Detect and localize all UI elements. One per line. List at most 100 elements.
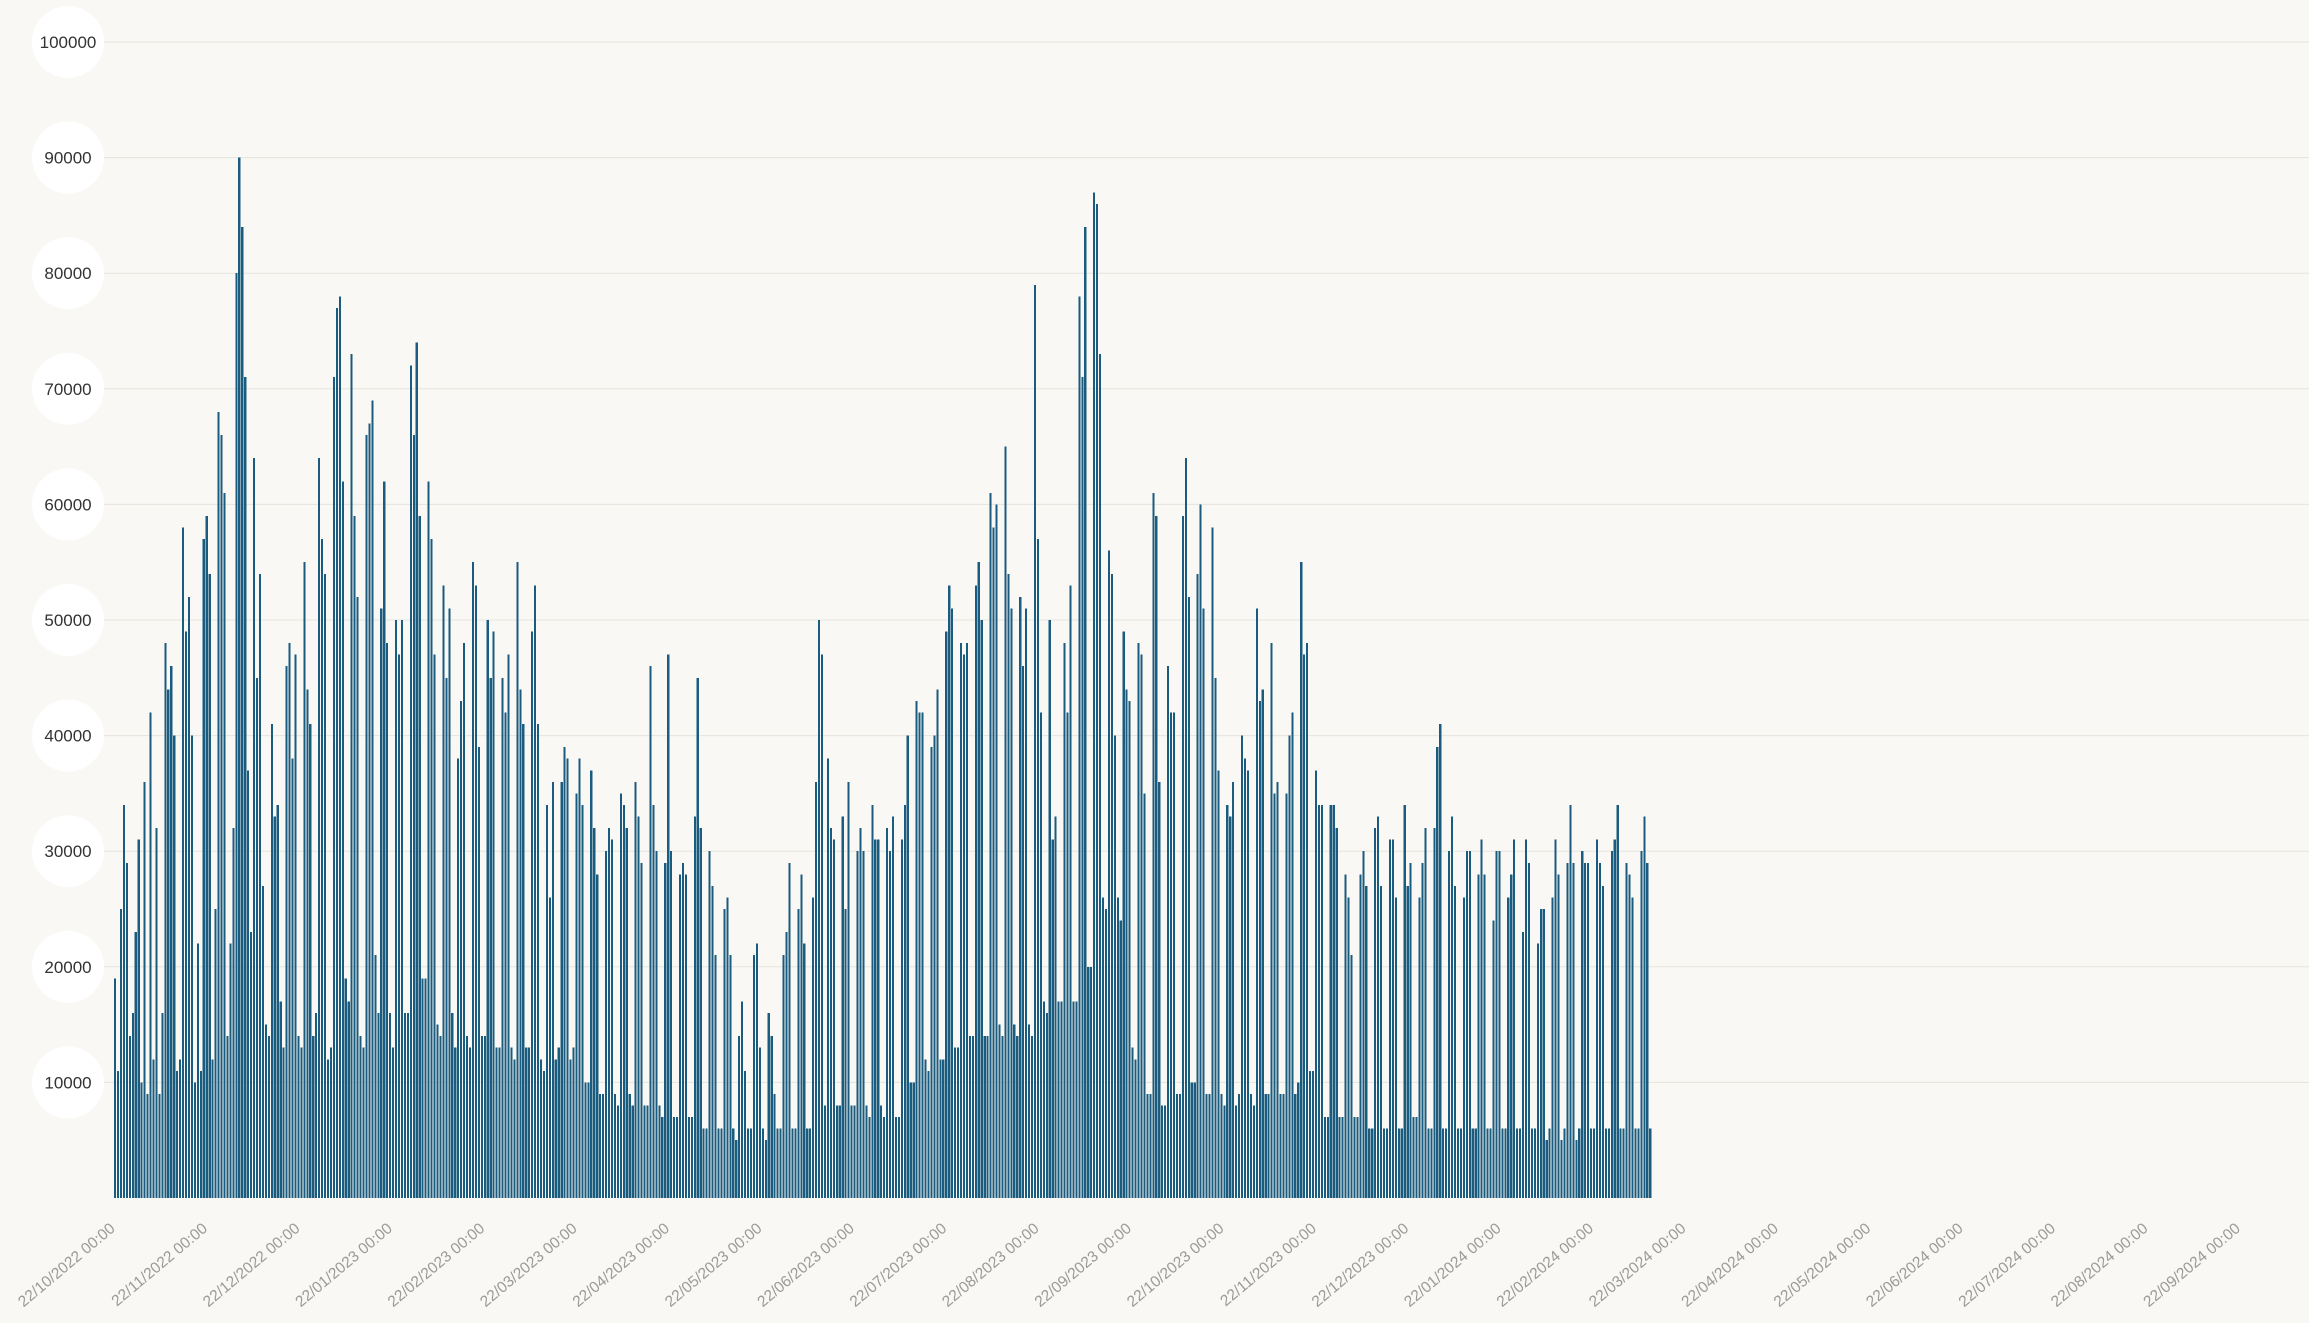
bar	[655, 851, 658, 1198]
bar	[794, 1128, 797, 1198]
bar	[158, 1093, 161, 1198]
bar	[208, 573, 211, 1198]
x-tick-label: 22/07/2024 00:00	[1956, 1220, 2060, 1311]
bar	[1545, 1140, 1548, 1198]
bar	[1347, 897, 1350, 1198]
bar	[341, 481, 344, 1198]
bar	[889, 851, 892, 1198]
bar	[1522, 932, 1525, 1198]
bar	[1099, 354, 1102, 1198]
bar	[1048, 620, 1051, 1198]
bar	[1276, 781, 1279, 1198]
y-tick-bubble	[32, 121, 104, 194]
bar	[557, 1047, 560, 1198]
bar	[1513, 839, 1516, 1198]
bar	[380, 608, 383, 1198]
bar	[383, 481, 386, 1198]
bar	[968, 1036, 971, 1198]
bar	[1601, 885, 1604, 1198]
bar	[1619, 1128, 1622, 1198]
bar	[948, 585, 951, 1198]
bar	[344, 978, 347, 1198]
bar	[1566, 862, 1569, 1198]
bar	[1288, 735, 1291, 1198]
bar	[1214, 677, 1217, 1198]
bar	[729, 955, 732, 1198]
bar	[1090, 966, 1093, 1198]
bar	[421, 978, 424, 1198]
bar	[489, 677, 492, 1198]
bar	[838, 1105, 841, 1198]
bar	[1400, 1128, 1403, 1198]
bar	[1646, 862, 1649, 1198]
bar	[826, 758, 829, 1198]
bar	[1391, 839, 1394, 1198]
bar	[477, 747, 480, 1198]
bar	[886, 828, 889, 1198]
bar	[427, 481, 430, 1198]
bar	[279, 1001, 282, 1198]
bar	[933, 735, 936, 1198]
bar	[684, 874, 687, 1198]
bar	[1155, 515, 1158, 1198]
bar	[758, 1047, 761, 1198]
bar	[980, 620, 983, 1198]
bar	[587, 1082, 590, 1198]
bar	[1341, 1117, 1344, 1198]
bar	[942, 1059, 945, 1198]
bar	[894, 1117, 898, 1198]
bar	[936, 689, 939, 1198]
bar	[1199, 504, 1202, 1198]
bar	[1175, 1093, 1179, 1198]
bar	[1181, 515, 1184, 1198]
bar	[1243, 758, 1247, 1198]
y-tick-label: 10000	[44, 1073, 91, 1092]
bar	[1631, 897, 1634, 1198]
x-tick-label: 22/10/2023 00:00	[1124, 1220, 1228, 1311]
bar	[1042, 1001, 1045, 1198]
bar	[859, 828, 862, 1198]
bar	[1291, 712, 1294, 1198]
bar	[732, 1128, 735, 1198]
bar	[143, 781, 146, 1198]
bar	[924, 1059, 927, 1198]
bar	[1060, 1001, 1063, 1198]
bar	[1170, 712, 1173, 1198]
bar	[1241, 735, 1244, 1198]
bar	[536, 724, 540, 1198]
bar	[1456, 1128, 1460, 1198]
bar	[466, 1036, 469, 1198]
bar	[1643, 816, 1646, 1198]
bar	[1075, 1001, 1078, 1198]
bar	[1202, 608, 1205, 1198]
bar	[492, 631, 495, 1198]
bar	[661, 1117, 664, 1198]
bar	[1519, 1128, 1522, 1198]
bar	[1418, 897, 1421, 1198]
bar	[921, 712, 924, 1198]
bar	[1205, 1093, 1208, 1198]
bar	[389, 1013, 392, 1198]
bar	[631, 1105, 634, 1198]
bar	[220, 435, 223, 1198]
x-tick-label: 22/02/2023 00:00	[385, 1220, 489, 1311]
bar	[1590, 1128, 1593, 1198]
bar	[1025, 608, 1028, 1198]
bar	[912, 1082, 915, 1198]
bar	[897, 1117, 900, 1198]
bar	[687, 1117, 690, 1198]
bar	[303, 562, 306, 1198]
bar	[610, 839, 614, 1198]
bar	[613, 1093, 616, 1198]
bar	[1616, 804, 1619, 1198]
bar	[1504, 1128, 1507, 1198]
bar	[977, 562, 980, 1198]
bar	[1634, 1128, 1637, 1198]
bar	[670, 851, 673, 1198]
y-tick-label: 90000	[44, 149, 91, 168]
bar	[525, 1047, 528, 1198]
bar	[676, 1117, 679, 1198]
bar	[1536, 943, 1539, 1198]
bar	[1539, 909, 1542, 1198]
bar	[835, 1105, 838, 1198]
